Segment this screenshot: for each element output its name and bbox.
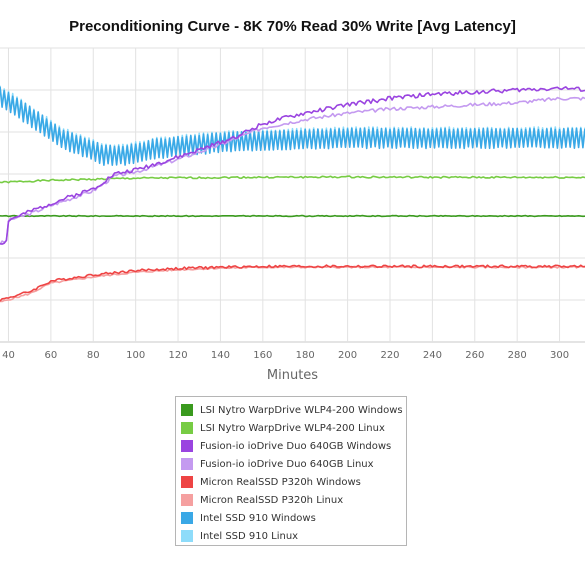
legend-label: LSI Nytro WarpDrive WLP4-200 Linux (200, 422, 385, 434)
legend-item: LSI Nytro WarpDrive WLP4-200 Windows (181, 401, 406, 419)
legend-item: Fusion-io ioDrive Duo 640GB Windows (181, 437, 406, 455)
legend-label: LSI Nytro WarpDrive WLP4-200 Windows (200, 404, 403, 416)
x-tick-label: 300 (550, 350, 569, 361)
legend-label: Fusion-io ioDrive Duo 640GB Linux (200, 458, 374, 470)
x-tick-label: 40 (2, 350, 15, 361)
legend-swatch (181, 512, 193, 524)
chart-title: Preconditioning Curve - 8K 70% Read 30% … (69, 18, 516, 35)
series-line (0, 175, 585, 184)
x-tick-label: 280 (508, 350, 527, 361)
x-tick-label: 240 (423, 350, 442, 361)
legend-item: Intel SSD 910 Linux (181, 527, 406, 545)
x-tick-label: 100 (126, 350, 145, 361)
series-line (0, 86, 585, 245)
series-line (0, 265, 585, 303)
x-tick-label: 80 (87, 350, 100, 361)
x-tick-label: 140 (211, 350, 230, 361)
legend-item: Micron RealSSD P320h Windows (181, 473, 406, 491)
legend-label: Micron RealSSD P320h Windows (200, 476, 361, 488)
legend-swatch (181, 440, 193, 452)
series-line (0, 86, 585, 166)
legend-swatch (181, 458, 193, 470)
x-tick-label: 180 (296, 350, 315, 361)
series-line (0, 214, 585, 218)
legend-item: Fusion-io ioDrive Duo 640GB Linux (181, 455, 406, 473)
legend: LSI Nytro WarpDrive WLP4-200 Windows LSI … (175, 396, 407, 546)
legend-item: LSI Nytro WarpDrive WLP4-200 Linux (181, 419, 406, 437)
legend-swatch (181, 494, 193, 506)
x-tick-label: 160 (253, 350, 272, 361)
legend-swatch (181, 404, 193, 416)
grid-layer (0, 47, 585, 343)
legend-swatch (181, 422, 193, 434)
legend-swatch (181, 530, 193, 542)
legend-label: Intel SSD 910 Windows (200, 512, 316, 524)
legend-label: Intel SSD 910 Linux (200, 530, 299, 542)
x-tick-label: 260 (465, 350, 484, 361)
x-tick-label: 200 (338, 350, 357, 361)
legend-swatch (181, 476, 193, 488)
x-axis-label: Minutes (266, 368, 319, 383)
x-tick-label: 60 (45, 350, 58, 361)
legend-label: Fusion-io ioDrive Duo 640GB Windows (200, 440, 392, 452)
series-line (0, 264, 585, 302)
x-tick-labels: 40 60 80 100 120 140 160 180 200 220 240 260 280 300 (2, 350, 569, 361)
series-line (0, 96, 585, 245)
legend-label: Micron RealSSD P320h Linux (200, 494, 344, 506)
legend-item: Micron RealSSD P320h Linux (181, 491, 406, 509)
series-layer (0, 85, 585, 303)
x-tick-label: 220 (380, 350, 399, 361)
x-tick-label: 120 (168, 350, 187, 361)
legend-item: Intel SSD 910 Windows (181, 509, 406, 527)
